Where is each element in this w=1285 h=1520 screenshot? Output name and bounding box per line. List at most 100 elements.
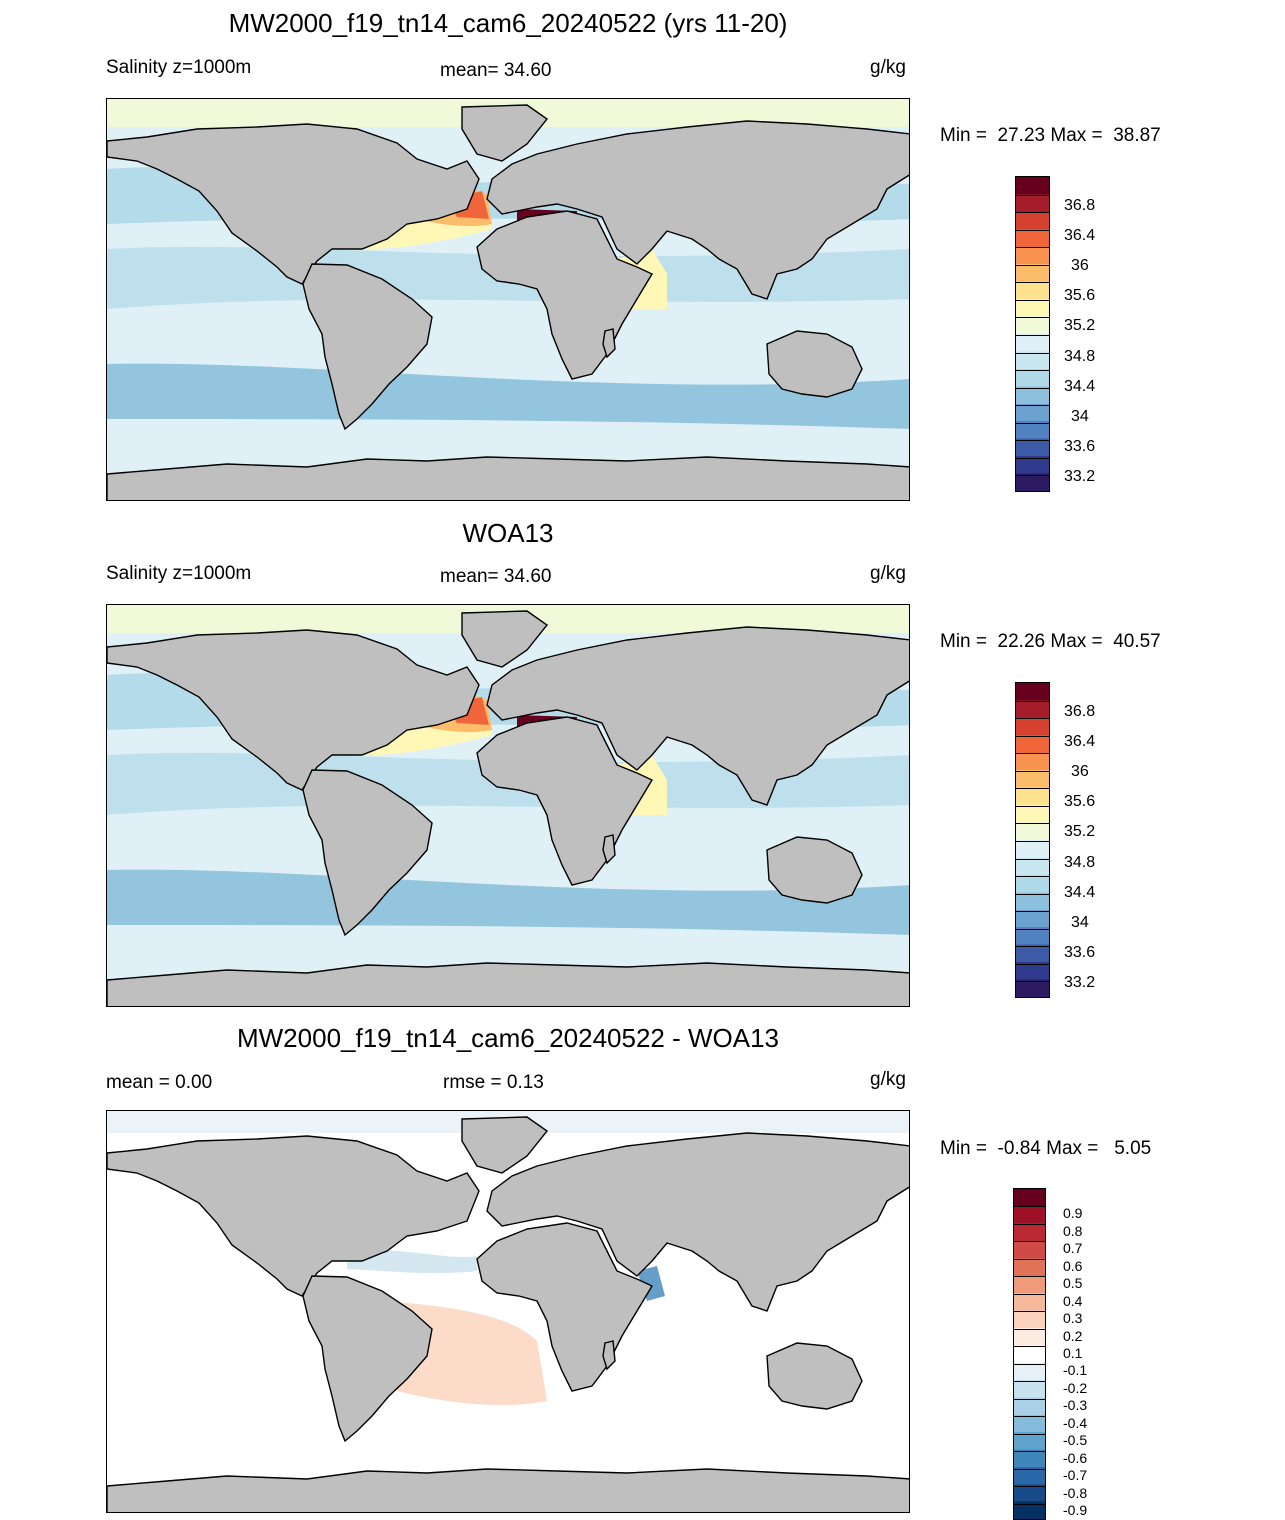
land-madagascar [602,328,616,359]
plot-title: MW2000_f19_tn14_cam6_20240522 (yrs 11-20… [228,8,788,38]
colorbar-divider [1014,1223,1045,1225]
colorbar-divider [1014,1328,1045,1330]
colorbar-tick-label: 33.6 [1064,437,1096,455]
colorbar-divider [1016,352,1049,354]
colorbar-divider [1016,440,1049,442]
colorbar-divider [1016,475,1049,477]
colorbar-tick-label: 35.6 [1064,287,1096,305]
colorbar-box [1015,682,1050,998]
colorbar-tick-label: -0.7 [1063,1467,1088,1484]
colorbar-tick-label: 0.1 [1063,1345,1083,1361]
mean-label: mean= 34.60 [440,60,552,81]
difference-map [106,1110,910,1513]
colorbar-tick-label: 36.8 [1064,197,1096,214]
land-eurasia [486,626,909,806]
land-australia [766,330,863,398]
units-label: g/kg [870,1069,906,1090]
variable-label: Salinity z=1000m [106,57,252,78]
colorbar-divider [1014,1503,1045,1505]
plot-title: WOA13 [462,518,554,548]
colorbar-tick-label: 35.6 [1064,793,1096,811]
colorbar-divider [1016,805,1049,807]
colorbar-divider [1016,247,1049,249]
field-contour [347,1249,477,1274]
colorbar-tick-label: 36.4 [1064,733,1096,751]
colorbar-divider [1014,1346,1045,1348]
variable-label: Salinity z=1000m [106,563,252,584]
colorbar-divider [1016,963,1049,965]
land-australia [766,1342,863,1410]
colorbar-tick-label: 36.8 [1064,703,1096,720]
colorbar-divider [1014,1258,1045,1260]
colorbar-divider [1016,194,1049,196]
colorbar-tick-label: 33.2 [1064,467,1096,485]
colorbar-divider [1016,770,1049,772]
field-contour [107,869,909,935]
colorbar-tick-label: -0.3 [1063,1397,1088,1414]
colorbar-divider [1014,1241,1045,1243]
colorbar-divider [1016,753,1049,755]
land-antarctica [107,1468,909,1512]
colorbar-tick-label: 0.4 [1063,1292,1083,1309]
colorbar-tick-label: -0.8 [1063,1484,1088,1501]
colorbar-divider [1016,981,1049,983]
colorbar-divider [1014,1206,1045,1208]
colorbar-divider [1016,405,1049,407]
colorbar-tick-label: 33.2 [1064,973,1096,991]
land-australia [766,836,863,904]
salinity-map [106,604,910,1007]
colorbar-divider [1016,858,1049,860]
colorbar-divider [1014,1451,1045,1453]
colorbar-tick-label: 34.4 [1064,883,1096,901]
min-max-label: Min = -0.84 Max = 5.05 [940,1138,1152,1159]
colorbar-tick-label: 34.8 [1064,853,1096,871]
mean-label: mean = 0.00 [106,1072,213,1093]
colorbar-tick-label: 0.9 [1063,1205,1083,1222]
rmse-label: rmse = 0.13 [443,1072,544,1093]
colorbar-tick-label: -0.2 [1063,1379,1088,1396]
colorbar-divider [1016,282,1049,284]
land-north-america [107,629,480,791]
land-eurasia [486,120,909,300]
colorbar-tick-label: 0.6 [1063,1257,1083,1274]
colorbar-divider [1014,1486,1045,1488]
colorbar-tick-label: 36 [1071,763,1089,781]
colorbar-tick-label: 36 [1071,257,1089,275]
colorbar-divider [1016,893,1049,895]
land-north-america [107,123,480,285]
colorbar-divider [1014,1398,1045,1400]
salinity-map [106,98,910,501]
field-contour [107,363,909,429]
colorbar-tick-label: 34 [1071,407,1089,425]
colorbar-divider [1016,457,1049,459]
colorbar-tick-label: 34.8 [1064,347,1096,365]
colorbar-divider [1014,1381,1045,1383]
units-label: g/kg [870,57,906,78]
colorbar-divider [1016,317,1049,319]
colorbar-tick-label: -0.4 [1063,1414,1088,1431]
colorbar-divider [1016,946,1049,948]
colorbar-tick-label: -0.1 [1063,1362,1088,1379]
colorbar-tick-label: 33.6 [1064,943,1096,961]
colorbar-tick-label: 35.2 [1064,317,1096,335]
colorbar-tick-label: 0.7 [1063,1240,1083,1257]
colorbar-divider [1014,1416,1045,1418]
colorbar-tick-label: 36.4 [1064,227,1096,245]
colorbar-divider [1016,823,1049,825]
colorbar-divider [1016,299,1049,301]
colorbar-divider [1016,264,1049,266]
colorbar-divider [1014,1311,1045,1313]
land-eurasia [486,1132,909,1312]
colorbar-divider [1016,876,1049,878]
colorbar-box [1015,176,1050,492]
land-south-america [302,263,433,431]
land-greenland [461,1116,549,1174]
plot-title: MW2000_f19_tn14_cam6_20240522 - WOA13 [236,1023,779,1053]
land-greenland [461,104,549,162]
colorbar-divider [1016,700,1049,702]
land-antarctica [107,962,909,1006]
units-label: g/kg [870,563,906,584]
land-madagascar [602,1340,616,1371]
colorbar-divider [1016,422,1049,424]
mean-label: mean= 34.60 [440,566,552,587]
